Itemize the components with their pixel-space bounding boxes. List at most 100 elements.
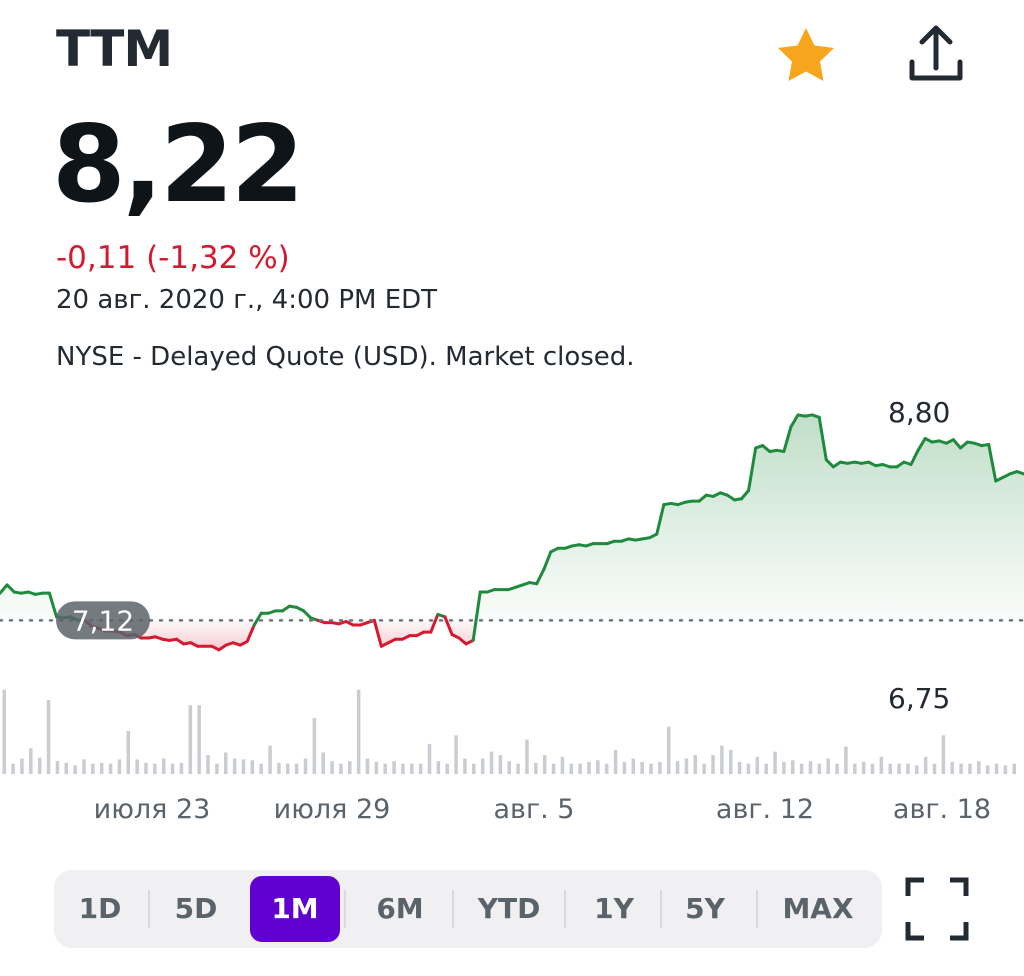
volume-bar	[250, 760, 255, 774]
volume-bar	[11, 763, 15, 774]
price-line-segment	[542, 550, 553, 572]
volume-bar	[188, 705, 193, 774]
volume-bar	[817, 763, 822, 774]
price-line-segment	[782, 425, 793, 454]
volume-bar	[268, 745, 272, 774]
y-axis-label: 6,75	[888, 682, 950, 715]
price-line-segment	[655, 503, 666, 536]
volume-bar	[454, 735, 458, 774]
volume-bar	[472, 763, 476, 774]
volume-bar	[888, 763, 892, 774]
range-button-1m[interactable]: 1M	[250, 876, 340, 942]
price-line-segment	[443, 615, 454, 636]
price-line-segment	[916, 437, 927, 452]
volume-bar	[330, 761, 334, 774]
volume-bar	[507, 761, 511, 774]
volume-bar	[622, 761, 627, 774]
volume-bar	[720, 745, 724, 774]
quote-timestamp: 20 авг. 2020 г., 4:00 PM EDT	[56, 285, 438, 315]
volume-bar	[179, 762, 184, 774]
volume-bar	[959, 763, 963, 774]
volume-bar	[782, 761, 786, 774]
volume-bar	[161, 758, 166, 774]
range-button-max[interactable]: MAX	[782, 892, 854, 925]
range-button-5y[interactable]: 5Y	[685, 892, 725, 925]
favorite-button[interactable]	[768, 18, 844, 94]
volume-bar	[294, 763, 299, 774]
price-line-segment	[372, 618, 383, 648]
price-chart[interactable]: 7,12 8,80 6,75 июля 23 июля 29 авг. 5 авг. 12 а…	[0, 388, 1024, 836]
volume-bar	[401, 763, 405, 774]
range-divider	[756, 890, 758, 928]
volume-bar	[1012, 763, 1016, 774]
price-line-segment	[302, 609, 313, 620]
price-line-segment	[909, 448, 920, 466]
price-line-segment	[817, 415, 828, 462]
price-line-segment	[1015, 470, 1024, 476]
volume-bar	[365, 758, 370, 774]
volume-bar	[348, 761, 352, 774]
volume-bar	[99, 762, 104, 774]
volume-bar	[569, 763, 574, 774]
range-button-5d[interactable]: 5D	[174, 892, 218, 925]
volume-bar	[728, 749, 733, 774]
volume-bar	[126, 731, 131, 774]
price-line-segment	[761, 444, 772, 454]
volume-bar	[534, 762, 538, 774]
volume-bar	[711, 755, 715, 774]
volume-bar	[640, 761, 644, 774]
volume-bar	[73, 765, 77, 774]
volume-bar	[578, 763, 582, 774]
price-line-segment	[47, 591, 58, 619]
volume-bar	[303, 758, 308, 774]
price-line-segment	[747, 446, 758, 492]
exchange-note: NYSE - Delayed Quote (USD). Market close…	[56, 342, 635, 372]
price-line-segment	[471, 590, 482, 642]
price-line-segment	[789, 413, 800, 429]
volume-bar	[613, 749, 618, 774]
price-line-segment	[457, 636, 468, 646]
x-axis-label: июля 23	[94, 794, 211, 825]
volume-bar	[977, 761, 981, 774]
volume-bar	[684, 758, 689, 774]
volume-bar	[773, 751, 777, 774]
volume-bar	[418, 763, 423, 774]
volume-bar	[968, 763, 972, 774]
volume-bar	[286, 763, 290, 774]
y-axis-label: 8,80	[888, 396, 950, 429]
range-button-ytd[interactable]: YTD	[477, 892, 541, 925]
chart-area-up	[0, 414, 1024, 621]
star-icon	[778, 28, 834, 81]
volume-bar	[666, 726, 671, 774]
volume-bar	[117, 759, 122, 774]
volume-bar	[826, 758, 830, 774]
price-line-segment	[5, 583, 16, 594]
volume-bar	[489, 751, 494, 774]
volume-bar	[356, 689, 361, 774]
volume-bar	[941, 735, 946, 774]
volume-bar	[37, 757, 42, 774]
volume-bar	[374, 761, 379, 774]
quote-header: TTM	[0, 0, 1024, 100]
range-button-1d[interactable]: 1D	[78, 892, 122, 925]
volume-bar	[994, 763, 999, 774]
share-icon	[909, 25, 963, 81]
volume-bar	[542, 755, 547, 774]
volume-bar	[950, 761, 954, 774]
volume-bar	[844, 746, 848, 774]
fullscreen-button[interactable]	[904, 876, 970, 942]
range-divider	[452, 890, 454, 928]
volume-bar	[658, 761, 662, 774]
range-button-1y[interactable]: 1Y	[594, 892, 634, 925]
volume-bar	[693, 755, 698, 774]
range-button-6m[interactable]: 6M	[376, 892, 424, 925]
volume-bar	[596, 760, 600, 774]
price-line-segment	[429, 612, 440, 634]
volume-bar	[853, 763, 857, 774]
share-button[interactable]	[896, 18, 976, 98]
x-axis-label: авг. 5	[494, 794, 575, 825]
volume-bar	[906, 763, 910, 774]
volume-bar	[755, 756, 760, 774]
volume-bar	[861, 761, 866, 774]
price-line-segment	[824, 458, 835, 469]
